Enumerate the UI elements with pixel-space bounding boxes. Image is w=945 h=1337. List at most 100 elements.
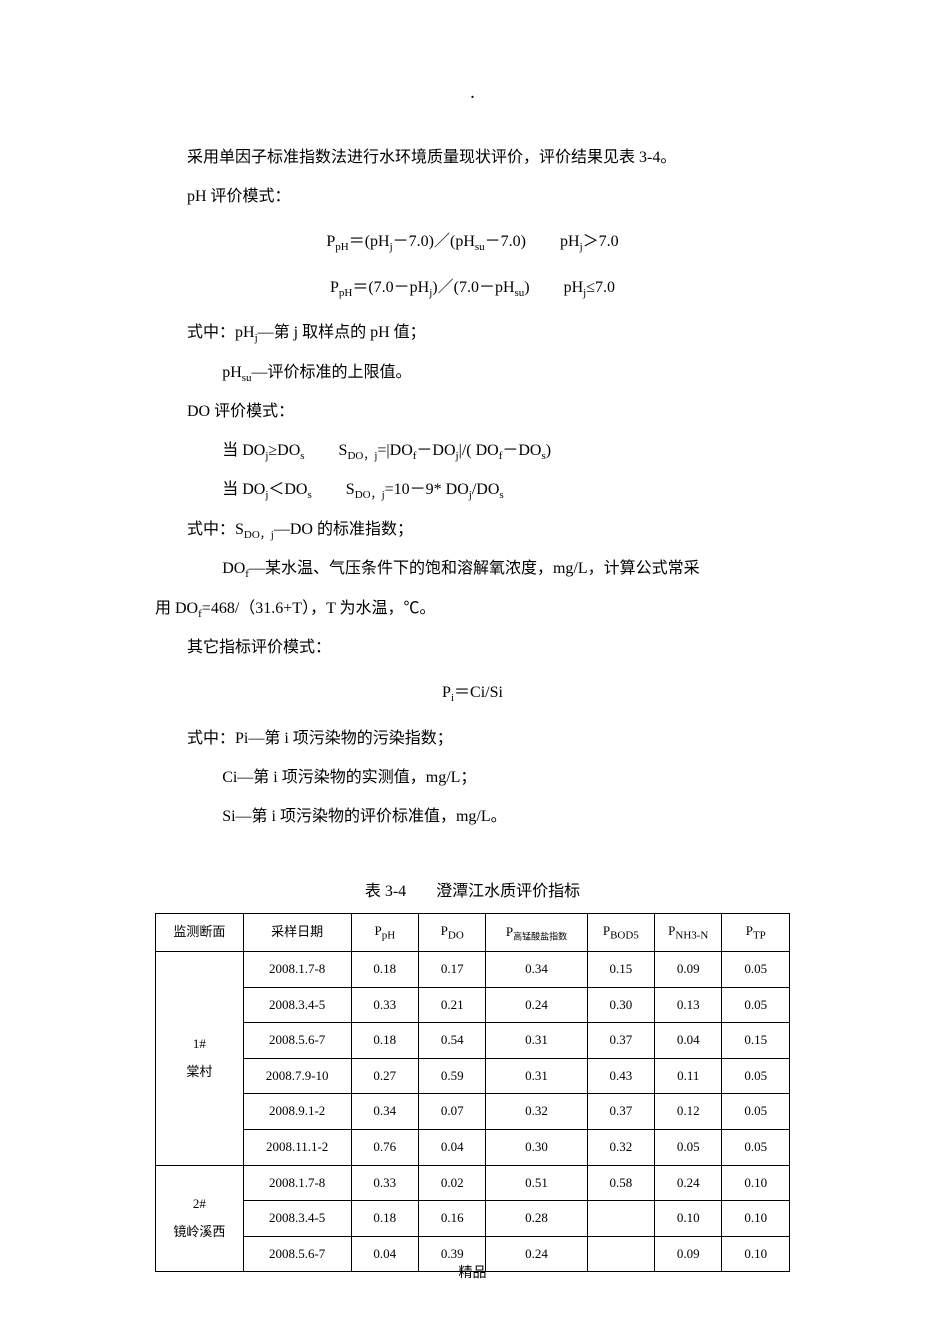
value-cell: 0.27 — [351, 1058, 418, 1094]
value-cell: 0.13 — [655, 987, 722, 1023]
value-cell: 0.43 — [587, 1058, 654, 1094]
value-cell: 0.34 — [486, 952, 587, 988]
value-cell: 0.18 — [351, 1201, 418, 1237]
f-text: pH — [564, 279, 584, 296]
f-text: 用 DO — [155, 600, 198, 617]
table-title: 澄潭江水质评价指标 — [436, 883, 580, 900]
f-text: ＝Ci/Si — [454, 684, 503, 701]
value-cell: 0.07 — [419, 1094, 486, 1130]
section-cell-2: 2#镜岭溪西 — [156, 1165, 244, 1272]
page-footer: 精品 — [0, 1262, 945, 1282]
value-cell: 0.05 — [722, 952, 790, 988]
f-text: 式中：pH — [187, 324, 255, 341]
do-formula-1: 当 DOj≥DOs SDO，j=|DOf－DOj|/( DOf－DOs) — [155, 433, 790, 468]
table-caption: 表 3-4 澄潭江水质评价指标 — [155, 874, 790, 909]
ph-formula-1: PpH＝(pHj－7.0)／(pHsu－7.0) pHj＞7.0 — [155, 224, 790, 259]
do-formula-2: 当 DOj＜DOs SDO，j=10－9* DOj/DOs — [155, 472, 790, 507]
table-row: 2#镜岭溪西2008.1.7-80.330.020.510.580.240.10 — [156, 1165, 790, 1201]
value-cell: 0.31 — [486, 1058, 587, 1094]
f-text: ≤7.0 — [586, 279, 615, 296]
value-cell: 0.34 — [351, 1094, 418, 1130]
do-where-1: 式中：SDO，j—DO 的标准指数； — [155, 512, 790, 547]
section-cell-1: 1#棠村 — [156, 952, 244, 1166]
value-cell: 0.24 — [486, 987, 587, 1023]
f-text: —第 j 取样点的 pH 值； — [258, 324, 426, 341]
table-row: 2008.5.6-70.180.540.310.370.040.15 — [156, 1023, 790, 1059]
date-cell: 2008.7.9-10 — [243, 1058, 351, 1094]
th-pdo: PDO — [419, 914, 486, 952]
value-cell: 0.05 — [722, 1130, 790, 1166]
value-cell: 0.02 — [419, 1165, 486, 1201]
f-text: |/( DO — [459, 442, 499, 459]
f-text: 当 DO — [222, 442, 265, 459]
date-cell: 2008.3.4-5 — [243, 987, 351, 1023]
value-cell: 0.21 — [419, 987, 486, 1023]
f-text: －7.0)／(pH — [393, 233, 475, 250]
f-text: P — [330, 279, 339, 296]
f-text: —评价标准的上限值。 — [252, 364, 412, 381]
value-cell: 0.51 — [486, 1165, 587, 1201]
value-cell: 0.31 — [486, 1023, 587, 1059]
value-cell: 0.05 — [655, 1130, 722, 1166]
page-header-dot: . — [471, 87, 475, 103]
value-cell: 0.37 — [587, 1023, 654, 1059]
f-sub: pH — [339, 287, 352, 299]
pi-formula: Pi＝Ci/Si — [155, 675, 790, 710]
f-text: ) — [524, 279, 529, 296]
value-cell: 0.30 — [486, 1130, 587, 1166]
do-mode-label: DO 评价模式： — [155, 394, 790, 429]
f-sub: su — [242, 372, 252, 384]
value-cell: 0.32 — [587, 1130, 654, 1166]
f-sub: DO，j — [355, 490, 385, 502]
value-cell: 0.37 — [587, 1094, 654, 1130]
value-cell: 0.32 — [486, 1094, 587, 1130]
f-text: =|DO — [377, 442, 412, 459]
date-cell: 2008.1.7-8 — [243, 1165, 351, 1201]
f-text: —DO 的标准指数； — [274, 521, 413, 538]
f-text: pH — [560, 233, 580, 250]
table-row: 2008.11.1-20.760.040.300.320.050.05 — [156, 1130, 790, 1166]
f-text: —某水温、气压条件下的饱和溶解氧浓度，mg/L，计算公式常采 — [249, 560, 700, 577]
f-sub: su — [475, 242, 485, 254]
f-sub: DO，j — [244, 529, 274, 541]
document-body: 采用单因子标准指数法进行水环境质量现状评价，评价结果见表 3-4。 pH 评价模… — [0, 80, 945, 1272]
th-pnh3n: PNH3-N — [655, 914, 722, 952]
value-cell: 0.16 — [419, 1201, 486, 1237]
th-date: 采样日期 — [243, 914, 351, 952]
intro-paragraph: 采用单因子标准指数法进行水环境质量现状评价，评价结果见表 3-4。 — [155, 140, 790, 175]
value-cell: 0.05 — [722, 987, 790, 1023]
f-sub: su — [515, 287, 525, 299]
f-text: ＝(7.0－pH — [352, 279, 429, 296]
table-header-row: 监测断面 采样日期 PpH PDO P高锰酸盐指数 PBOD5 PNH3-N P… — [156, 914, 790, 952]
value-cell: 0.30 — [587, 987, 654, 1023]
f-text: －7.0) — [485, 233, 526, 250]
pi-where-3: Si—第 i 项污染物的评价标准值，mg/L。 — [155, 799, 790, 834]
value-cell: 0.58 — [587, 1165, 654, 1201]
value-cell: 0.18 — [351, 1023, 418, 1059]
ph-where-2: pHsu—评价标准的上限值。 — [155, 355, 790, 390]
value-cell: 0.28 — [486, 1201, 587, 1237]
f-text: S — [346, 481, 355, 498]
value-cell: 0.10 — [722, 1165, 790, 1201]
table-number: 表 3-4 — [365, 883, 406, 900]
value-cell: 0.33 — [351, 987, 418, 1023]
f-text: P — [326, 233, 335, 250]
f-text: ) — [546, 442, 551, 459]
value-cell: 0.04 — [655, 1023, 722, 1059]
value-cell: 0.12 — [655, 1094, 722, 1130]
f-text: 当 DO — [222, 481, 265, 498]
value-cell: 0.10 — [655, 1201, 722, 1237]
f-text: －DO — [502, 442, 541, 459]
pi-where-1: 式中：Pi—第 i 项污染物的污染指数； — [155, 721, 790, 756]
value-cell: 0.18 — [351, 952, 418, 988]
value-cell: 0.24 — [655, 1165, 722, 1201]
table-row: 2008.3.4-50.180.160.280.100.10 — [156, 1201, 790, 1237]
value-cell: 0.15 — [722, 1023, 790, 1059]
f-text: 式中：S — [187, 521, 244, 538]
th-pph: PpH — [351, 914, 418, 952]
value-cell: 0.59 — [419, 1058, 486, 1094]
th-pcodmn: P高锰酸盐指数 — [486, 914, 587, 952]
f-text: ≥DO — [268, 442, 300, 459]
date-cell: 2008.1.7-8 — [243, 952, 351, 988]
value-cell: 0.09 — [655, 952, 722, 988]
